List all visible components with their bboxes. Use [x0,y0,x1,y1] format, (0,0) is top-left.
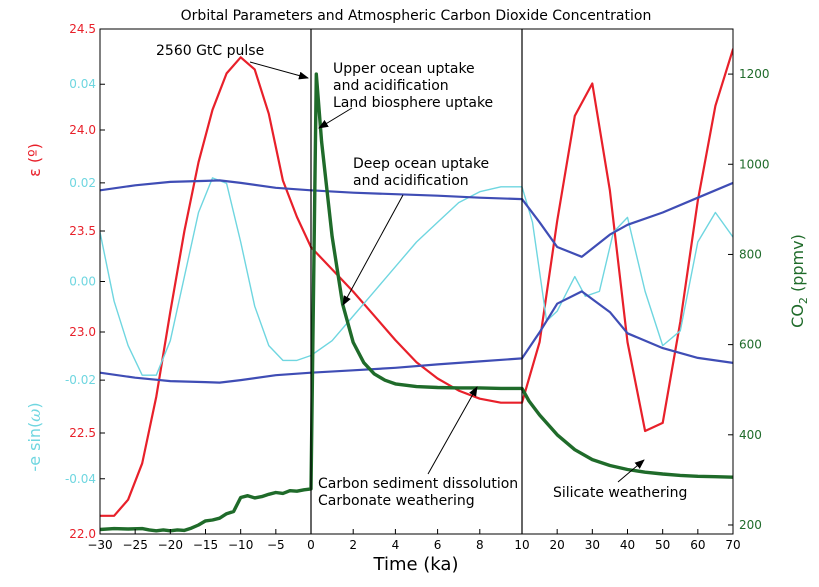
annotation-text: Carbon sediment dissolution Carbonate wea… [318,476,518,509]
precession-tick-label: 0.02 [69,176,96,190]
series-line-precession-3 [100,290,733,384]
annotation-line: Carbon sediment dissolution [318,476,518,492]
co2-tick-label: 1200 [739,67,770,81]
annotation-2: Deep ocean uptake and acidification [342,156,489,306]
co2-label-main: CO [788,304,807,328]
obliquity-tick-label: 22.5 [69,426,96,440]
co2-tick-label: 400 [739,428,762,442]
x-tick-label: 2 [349,538,357,552]
period-dividers [310,29,523,534]
co2-label-sub: 2 [797,297,810,304]
precession-tick-label: -0.04 [65,472,96,486]
annotation-text: Deep ocean uptake and acidification [353,156,489,189]
x-axis: −30 −25 −20 −15 −10 −5 0 2 4 6 8 10 20 30 40 50 60 70 [87,529,741,552]
x-tick-label: 8 [476,538,484,552]
x-tick-label: −20 [158,538,183,552]
x-tick-label: 50 [655,538,670,552]
obliquity-tick-label: 23.0 [69,325,96,339]
x-tick-label: 0 [307,538,315,552]
annotation-text: 2560 GtC pulse [156,43,264,59]
annotation-text: Upper ocean uptake and acidification Land … [333,61,493,111]
x-tick-label: 6 [434,538,442,552]
x-tick-label: 10 [514,538,529,552]
annotation-3: Carbon sediment dissolution Carbonate wea… [318,386,518,509]
chart-title: Orbital Parameters and Atmospheric Carbo… [181,8,652,24]
precession-axis-label: -e sin(ω) [25,402,44,471]
annotation-text: Silicate weathering [553,485,687,501]
x-tick-label: 4 [392,538,400,552]
co2-tick-label: 800 [739,247,762,261]
annotation-line: and acidification [333,78,449,94]
obliquity-tick-label: 22.0 [69,527,96,541]
annotation-arrow [427,386,478,475]
annotation-0: 2560 GtC pulse [156,43,309,80]
x-tick-label: 40 [620,538,635,552]
precession-tick-label: -0.02 [65,373,96,387]
annotation-line: Deep ocean uptake [353,156,489,172]
precession-tick-label: 0.00 [69,275,96,289]
x-tick-label: 30 [585,538,600,552]
co2-label-unit: (ppmv) [788,234,807,297]
annotation-arrow [617,459,645,483]
x-tick-label: −5 [267,538,285,552]
co2-tick-label: 1000 [739,157,770,171]
obliquity-tick-label: 24.5 [69,22,96,36]
series-line-co2-4 [100,72,733,533]
precession-tick-label: 0.04 [69,77,96,91]
annotation-line: 2560 GtC pulse [156,43,264,59]
x-axis-label: Time (ka) [373,554,459,575]
series-line-precession-2 [100,179,733,258]
annotation-line: Silicate weathering [553,485,687,501]
x-tick-label: −10 [228,538,253,552]
x-tick-label: 60 [690,538,705,552]
co2-tick-label: 200 [739,518,762,532]
annotation-arrow [342,194,404,306]
co2-axis-label: CO2 (ppmv) [788,234,810,328]
y-axis-left: 22.0 22.5 23.0 23.5 24.0 24.5 -0.04 -0.02 0.00 0.… [65,22,105,541]
obliquity-axis-label: ε (º) [25,143,44,177]
annotation-1: Upper ocean uptake and acidification Land … [318,61,493,129]
series-line-precession-1 [100,177,733,376]
x-tick-label: 70 [725,538,740,552]
annotation-line: Land biosphere uptake [333,95,493,111]
annotation-line: and acidification [353,173,469,189]
precession-label-prefix: -e sin( [25,422,44,472]
x-tick-label: −30 [87,538,112,552]
y-axis-right: 200 400 600 800 1000 1200 [728,67,770,532]
x-tick-label: 20 [550,538,565,552]
obliquity-tick-label: 23.5 [69,224,96,238]
x-tick-label: −15 [193,538,218,552]
precession-label-symbol: ω [25,409,44,422]
obliquity-tick-label: 24.0 [69,123,96,137]
series-line-obliquity-0 [100,48,733,517]
annotation-line: Upper ocean uptake [333,61,475,77]
series-layer [100,48,733,533]
co2-tick-label: 600 [739,338,762,352]
annotation-line: Carbonate weathering [318,493,475,509]
x-tick-label: −25 [123,538,148,552]
precession-label-suffix: ) [25,402,44,408]
annotation-arrow [318,107,353,129]
annotation-arrow [249,61,309,80]
annotation-4: Silicate weathering [553,459,687,501]
